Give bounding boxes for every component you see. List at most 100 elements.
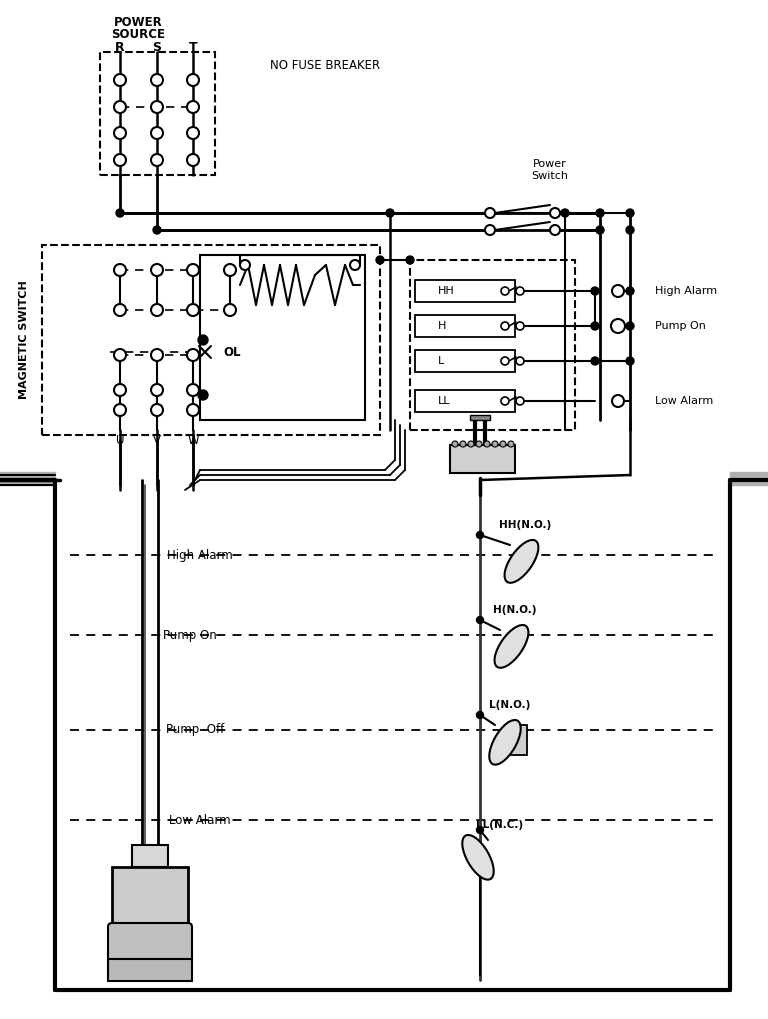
Circle shape: [485, 208, 495, 218]
Bar: [112, 867, 188, 927]
Bar: [505, 725, 527, 755]
Circle shape: [187, 304, 199, 316]
Text: S: S: [153, 41, 161, 54]
Circle shape: [198, 390, 208, 400]
Circle shape: [114, 384, 126, 396]
Text: Power
Switch: Power Switch: [531, 159, 568, 180]
Circle shape: [476, 826, 484, 834]
Circle shape: [508, 441, 514, 447]
Circle shape: [187, 404, 199, 416]
Circle shape: [596, 226, 604, 234]
Circle shape: [114, 348, 126, 361]
Circle shape: [240, 260, 250, 270]
Bar: [132, 845, 168, 867]
Circle shape: [187, 101, 199, 113]
Circle shape: [501, 287, 509, 294]
Text: Pump  Off: Pump Off: [166, 723, 224, 737]
Bar: [415, 350, 515, 372]
Text: W: W: [187, 433, 199, 446]
Text: Pump On: Pump On: [655, 321, 706, 331]
Text: H(N.O.): H(N.O.): [493, 605, 537, 615]
Circle shape: [516, 397, 524, 405]
Circle shape: [187, 154, 199, 166]
Text: NO FUSE BREAKER: NO FUSE BREAKER: [270, 58, 380, 71]
Circle shape: [114, 101, 126, 113]
Text: V: V: [153, 433, 161, 446]
Circle shape: [224, 304, 236, 316]
Circle shape: [626, 226, 634, 234]
Circle shape: [591, 357, 599, 365]
Circle shape: [476, 532, 484, 538]
Circle shape: [516, 357, 524, 365]
Text: OL: OL: [223, 345, 240, 359]
Circle shape: [114, 154, 126, 166]
Circle shape: [151, 264, 163, 276]
Circle shape: [561, 209, 569, 217]
Text: High Alarm: High Alarm: [167, 548, 233, 561]
Text: High Alarm: High Alarm: [655, 286, 717, 296]
Circle shape: [476, 711, 484, 718]
Text: U: U: [116, 433, 124, 446]
Circle shape: [153, 226, 161, 234]
Circle shape: [151, 404, 163, 416]
Circle shape: [484, 441, 490, 447]
Text: T: T: [189, 41, 197, 54]
Circle shape: [187, 348, 199, 361]
Text: L(N.O.): L(N.O.): [489, 700, 531, 710]
Circle shape: [151, 127, 163, 139]
Text: SOURCE: SOURCE: [111, 28, 165, 41]
Circle shape: [516, 287, 524, 294]
Text: HH: HH: [438, 286, 455, 296]
Ellipse shape: [462, 835, 494, 879]
Circle shape: [626, 287, 634, 294]
Circle shape: [500, 441, 506, 447]
Circle shape: [596, 209, 604, 217]
Circle shape: [376, 256, 384, 264]
Circle shape: [406, 256, 414, 264]
Bar: [415, 280, 515, 302]
Bar: [100, 52, 215, 175]
Ellipse shape: [505, 540, 538, 583]
Text: LL: LL: [438, 396, 451, 406]
Circle shape: [612, 395, 624, 407]
Circle shape: [501, 357, 509, 365]
Circle shape: [476, 616, 484, 624]
Circle shape: [151, 304, 163, 316]
Circle shape: [476, 441, 482, 447]
Circle shape: [626, 322, 634, 330]
Circle shape: [187, 264, 199, 276]
Text: Low Alarm: Low Alarm: [169, 813, 231, 826]
Text: Low Alarm: Low Alarm: [655, 396, 713, 406]
Text: POWER: POWER: [114, 15, 162, 29]
Text: L: L: [438, 356, 444, 366]
Ellipse shape: [495, 625, 528, 667]
Circle shape: [626, 209, 634, 217]
Bar: [470, 415, 490, 420]
Bar: [450, 445, 515, 473]
Circle shape: [626, 357, 634, 365]
Circle shape: [516, 322, 524, 330]
Circle shape: [612, 285, 624, 297]
Circle shape: [116, 209, 124, 217]
Circle shape: [114, 74, 126, 86]
Circle shape: [187, 74, 199, 86]
Text: LL(N.C.): LL(N.C.): [476, 820, 524, 830]
Text: HH(N.O.): HH(N.O.): [499, 520, 551, 530]
Bar: [415, 390, 515, 412]
Circle shape: [114, 304, 126, 316]
Circle shape: [501, 322, 509, 330]
Circle shape: [550, 208, 560, 218]
Circle shape: [151, 348, 163, 361]
Bar: [42, 245, 380, 435]
Circle shape: [114, 127, 126, 139]
Text: Pump On: Pump On: [163, 629, 217, 642]
Circle shape: [386, 209, 394, 217]
Bar: [415, 315, 515, 337]
Circle shape: [187, 127, 199, 139]
Circle shape: [151, 154, 163, 166]
Circle shape: [198, 335, 208, 345]
FancyBboxPatch shape: [108, 923, 192, 963]
Circle shape: [114, 404, 126, 416]
Circle shape: [591, 322, 599, 330]
Circle shape: [591, 287, 599, 294]
